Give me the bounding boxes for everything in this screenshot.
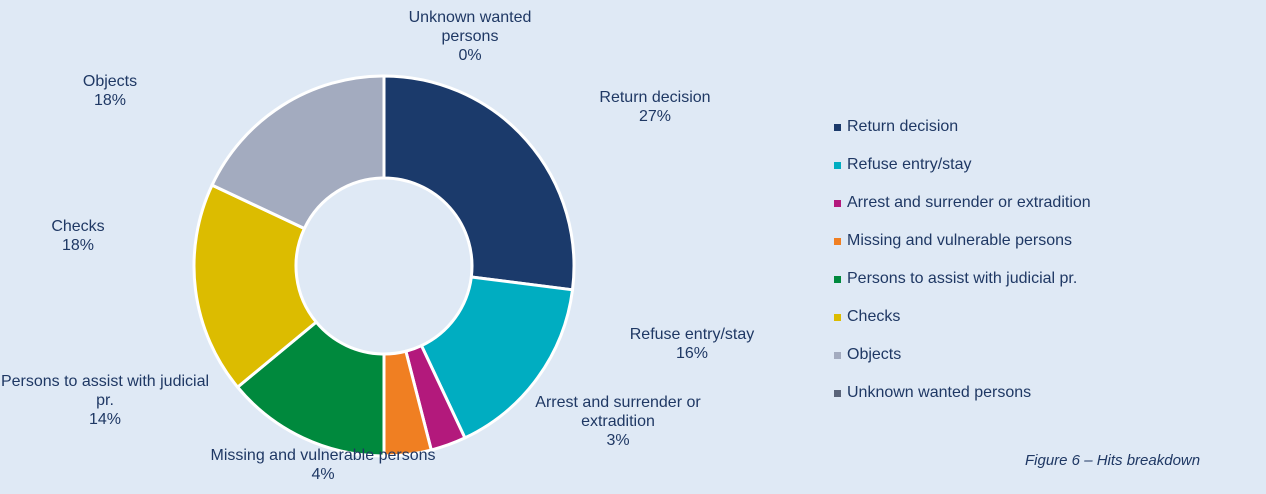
- legend-swatch: [834, 389, 841, 397]
- donut-slice: [210, 74, 386, 231]
- legend: Return decision Refuse entry/stay Arrest a…: [834, 108, 1091, 412]
- legend-item: Refuse entry/stay: [834, 146, 1091, 184]
- slice-label-name: Refuse entry/stay: [629, 326, 755, 343]
- slice-label-value: 14%: [88, 411, 122, 428]
- slice-label-name: Arrest and surrender or extradition: [535, 394, 701, 430]
- legend-label: Objects: [847, 346, 902, 363]
- slice-label-value: 4%: [311, 466, 335, 483]
- legend-item: Checks: [834, 298, 1091, 336]
- donut-slice: [382, 74, 576, 292]
- slice-label-name: Persons to assist with judicial pr.: [0, 373, 210, 409]
- legend-label: Missing and vulnerable persons: [847, 232, 1073, 249]
- legend-label: Unknown wanted persons: [847, 384, 1032, 401]
- legend-label: Arrest and surrender or extradition: [847, 194, 1091, 211]
- slice-label: Arrest and surrender or extradition 3%: [508, 393, 728, 450]
- slice-label-value: 18%: [61, 237, 95, 254]
- legend-label: Persons to assist with judicial pr.: [847, 270, 1078, 287]
- legend-swatch: [834, 237, 841, 245]
- legend-item: Persons to assist with judicial pr.: [834, 260, 1091, 298]
- slice-label: Refuse entry/stay 16%: [592, 325, 792, 363]
- legend-item: Unknown wanted persons: [834, 374, 1091, 412]
- slice-label-name: Unknown wanted persons: [408, 9, 532, 45]
- donut-slice: [236, 320, 386, 458]
- slice-label-name: Missing and vulnerable persons: [210, 447, 436, 464]
- legend-item: Missing and vulnerable persons: [834, 222, 1091, 260]
- slice-label: Missing and vulnerable persons 4%: [173, 446, 473, 484]
- legend-swatch: [834, 199, 841, 207]
- legend-item: Objects: [834, 336, 1091, 374]
- donut-slice: [419, 275, 575, 440]
- legend-label: Refuse entry/stay: [847, 156, 972, 173]
- legend-label: Return decision: [847, 118, 959, 135]
- slice-label-name: Checks: [51, 218, 105, 235]
- slice-label-name: Objects: [82, 73, 138, 90]
- legend-swatch: [834, 161, 841, 169]
- legend-swatch: [834, 313, 841, 321]
- legend-item: Return decision: [834, 108, 1091, 146]
- caption: Figure 6 – Hits breakdown: [1025, 452, 1201, 469]
- slice-label-value: 27%: [638, 108, 672, 125]
- legend-swatch: [834, 123, 841, 131]
- legend-swatch: [834, 275, 841, 283]
- slice-label: Return decision 27%: [555, 88, 755, 126]
- slice-label: Persons to assist with judicial pr. 14%: [0, 372, 210, 429]
- slice-label: Checks 18%: [0, 217, 158, 255]
- legend-label: Checks: [847, 308, 901, 325]
- donut-slice: [192, 183, 318, 389]
- slice-label-value: 0%: [458, 47, 482, 64]
- slice-label: Unknown wanted persons 0%: [385, 8, 555, 65]
- slice-label-value: 16%: [675, 345, 709, 362]
- slice-label-value: 3%: [606, 432, 630, 449]
- legend-swatch: [834, 351, 841, 359]
- slice-label: Objects 18%: [30, 72, 190, 110]
- slice-label-name: Return decision: [599, 89, 711, 106]
- legend-item: Arrest and surrender or extradition: [834, 184, 1091, 222]
- slice-label-value: 18%: [93, 92, 127, 109]
